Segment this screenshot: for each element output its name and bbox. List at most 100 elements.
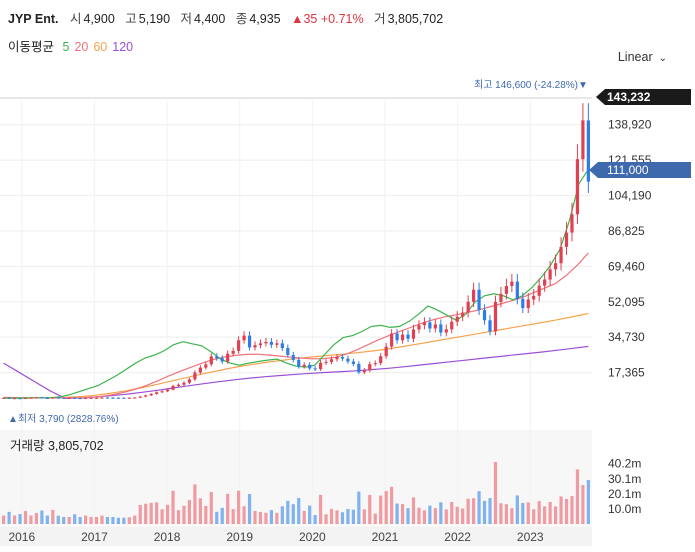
- candle-body: [450, 321, 454, 330]
- volume-bar: [466, 498, 470, 524]
- volume-bar: [417, 507, 421, 524]
- ma-legend-20[interactable]: 20: [74, 40, 89, 54]
- candle-body: [351, 361, 355, 364]
- volume-bar: [351, 509, 355, 524]
- candle-body: [302, 364, 306, 367]
- price-tick-label: 104,190: [608, 189, 652, 203]
- candle-body: [384, 346, 388, 357]
- candle-body: [100, 397, 104, 399]
- volume-bar: [510, 508, 514, 524]
- ma-legend-120[interactable]: 120: [112, 40, 134, 54]
- candle-body: [29, 397, 33, 399]
- volume-bar: [258, 511, 263, 524]
- scale-selector[interactable]: Linear ⌄: [618, 50, 667, 64]
- x-tick-label: 2017: [81, 530, 108, 544]
- volume-bar: [586, 480, 590, 524]
- candle-body: [488, 320, 492, 332]
- volume-tick-label: 30.1m: [608, 472, 641, 486]
- candle-body: [368, 364, 372, 371]
- volume-bar: [559, 496, 563, 524]
- volume-bar: [548, 501, 552, 524]
- volume-bar: [313, 514, 317, 524]
- candle-body: [400, 334, 405, 341]
- ma-legend-5[interactable]: 5: [62, 40, 70, 54]
- price-tick-label: 138,920: [608, 118, 652, 132]
- candle-body: [390, 333, 394, 347]
- candle-body: [165, 389, 170, 392]
- moving-average-legend: 이동평균 5 20 60 120: [8, 36, 138, 55]
- candle-body: [297, 359, 301, 367]
- candle-body: [56, 397, 60, 399]
- volume-bar: [215, 511, 219, 524]
- volume-bar: [537, 501, 541, 524]
- candle-body: [340, 357, 345, 359]
- high-marker: 최고 146,600 (-24.28%)▼: [474, 79, 588, 91]
- candle-body: [45, 398, 49, 400]
- volume-bar: [73, 514, 77, 524]
- candle-body: [521, 298, 525, 309]
- volume-bar: [84, 515, 88, 524]
- candle-body: [116, 397, 120, 399]
- candle-body: [357, 363, 361, 373]
- volume-bar: [226, 493, 230, 524]
- volume-bar: [18, 514, 22, 524]
- candle-body: [237, 340, 241, 351]
- candle-body: [291, 354, 295, 360]
- candle-body: [160, 391, 164, 393]
- candle-body: [428, 322, 432, 329]
- candle-body: [253, 345, 257, 348]
- candle-body: [73, 397, 77, 399]
- volume-bar: [237, 490, 241, 524]
- candle-body: [455, 316, 459, 322]
- volume-bar: [482, 500, 487, 524]
- price-tick-label: 34,730: [608, 330, 645, 344]
- volume-bar: [526, 502, 530, 524]
- volume-bar: [209, 491, 213, 524]
- volume-bar: [144, 503, 148, 524]
- volume-bar: [395, 503, 399, 524]
- candle-body: [329, 359, 334, 362]
- volume-bar: [7, 511, 11, 524]
- candle-body: [318, 362, 323, 370]
- volume-bar: [264, 512, 268, 524]
- candle-body: [78, 398, 82, 400]
- price-tick-label: 86,825: [608, 224, 645, 238]
- candle-body: [220, 358, 224, 362]
- ma-legend-60[interactable]: 60: [93, 40, 108, 54]
- volume-bar: [116, 517, 120, 524]
- volume-bar: [439, 502, 443, 524]
- volume-bar: [297, 498, 301, 524]
- candle-body: [2, 397, 6, 399]
- candle-body: [362, 370, 366, 373]
- volume-bar: [329, 508, 334, 524]
- candle-body: [23, 398, 28, 400]
- volume-bar: [2, 515, 6, 524]
- candle-body: [187, 379, 192, 383]
- candle-body: [67, 397, 71, 399]
- candle-body: [548, 269, 552, 280]
- volume-bar: [111, 516, 115, 524]
- grid-lines: [0, 97, 592, 546]
- volume-bar: [291, 504, 295, 524]
- ma60-polyline: [3, 313, 589, 399]
- candle-body: [422, 322, 427, 326]
- volume-bar: [247, 494, 252, 524]
- candle-body: [12, 398, 17, 400]
- candle-body: [105, 397, 110, 399]
- candle-body: [127, 397, 131, 399]
- candle-body: [379, 356, 383, 364]
- volume-bar: [269, 510, 274, 524]
- volume-bar: [286, 500, 290, 524]
- volume-bar: [461, 508, 465, 524]
- candle-body: [258, 343, 263, 346]
- candle-body: [526, 299, 530, 309]
- close-value: 4,935: [249, 12, 281, 26]
- volume-bar: [488, 498, 492, 524]
- volume-bar: [231, 509, 235, 524]
- candle-body: [204, 364, 208, 368]
- candle-body: [570, 214, 574, 233]
- candle-body: [553, 263, 558, 270]
- volume-bar: [428, 505, 432, 524]
- ma-legend-label: 이동평균: [8, 40, 55, 54]
